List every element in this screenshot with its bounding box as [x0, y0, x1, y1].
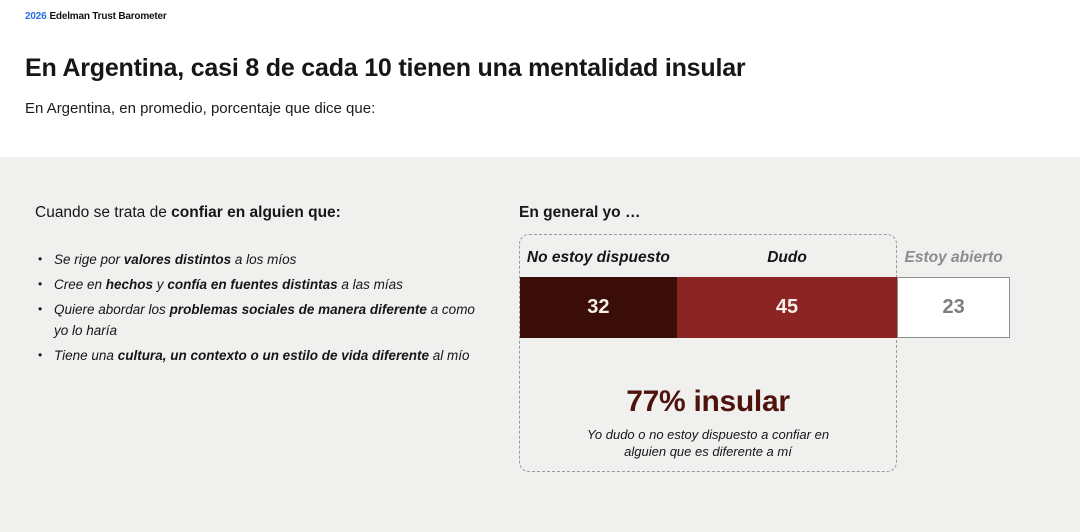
bullet-text: a como yo lo haría	[54, 302, 475, 338]
bar-segment-no-dispuesto: 32	[520, 277, 677, 338]
logo-year: 2026	[25, 11, 47, 22]
edelman-logo: 2026 Edelman Trust Barometer	[25, 11, 167, 22]
segment-value: 32	[587, 296, 610, 318]
bullet-text: Se rige por	[54, 252, 124, 267]
bullet-text: Cree en	[54, 277, 106, 292]
segment-value: 45	[775, 296, 799, 318]
insular-highlight: 77% insular Yo dudo o no estoy dispuesto…	[519, 385, 897, 460]
chart-heading: En general yo …	[519, 204, 641, 221]
segment-labels: No estoy dispuesto Dudo Estoy abierto	[520, 249, 1010, 269]
bullet-text: a los míos	[231, 252, 297, 267]
bar-segment-estoy-abierto: 23	[897, 277, 1010, 338]
segment-value: 23	[942, 296, 965, 318]
page-subtitle: En Argentina, en promedio, porcentaje qu…	[25, 100, 376, 117]
criteria-heading-bold: confiar en alguien que:	[171, 204, 341, 221]
header: 2026 Edelman Trust Barometer En Argentina…	[0, 0, 1080, 157]
insular-caption: Yo dudo o no estoy dispuesto a confiar e…	[586, 427, 830, 459]
criteria-list: Se rige por valores distintos a los míos…	[37, 249, 489, 370]
bullet-text: Tiene una	[54, 348, 118, 363]
bar-segment-dudo: 45	[676, 277, 898, 338]
logo-name: Edelman Trust Barometer	[49, 11, 167, 22]
bullet-text-bold: cultura, un contexto o un estilo de vida…	[117, 348, 429, 363]
list-item: Cree en hechos y confía en fuentes disti…	[37, 274, 489, 295]
bullet-text: y	[153, 277, 168, 292]
bullet-text-bold: confía en fuentes distintas	[167, 277, 338, 292]
content-band: Cuando se trata de confiar en alguien qu…	[0, 157, 1080, 532]
page-title: En Argentina, casi 8 de cada 10 tienen u…	[25, 54, 746, 82]
bullet-text-bold: valores distintos	[123, 252, 232, 267]
list-item: Tiene una cultura, un contexto o un esti…	[37, 345, 489, 366]
insular-group-outline	[519, 234, 897, 472]
bullet-text: al mío	[428, 348, 470, 363]
bullet-text-bold: problemas sociales de manera diferente	[169, 302, 427, 317]
list-item: Se rige por valores distintos a los míos	[37, 249, 489, 270]
criteria-heading: Cuando se trata de confiar en alguien qu…	[35, 204, 341, 222]
criteria-heading-prefix: Cuando se trata de	[35, 204, 172, 221]
segment-label-estoy-abierto: Estoy abierto	[904, 249, 1003, 266]
insular-value: 77% insular	[626, 385, 790, 418]
segment-label-dudo: Dudo	[767, 249, 807, 266]
bullet-text-bold: hechos	[105, 277, 154, 292]
bullet-text: Quiere abordar los	[54, 302, 170, 317]
bullet-text: a las mías	[337, 277, 403, 292]
list-item: Quiere abordar los problemas sociales de…	[37, 299, 489, 341]
stacked-bar: 32 45 23	[520, 277, 1010, 338]
segment-label-no-dispuesto: No estoy dispuesto	[526, 249, 670, 266]
